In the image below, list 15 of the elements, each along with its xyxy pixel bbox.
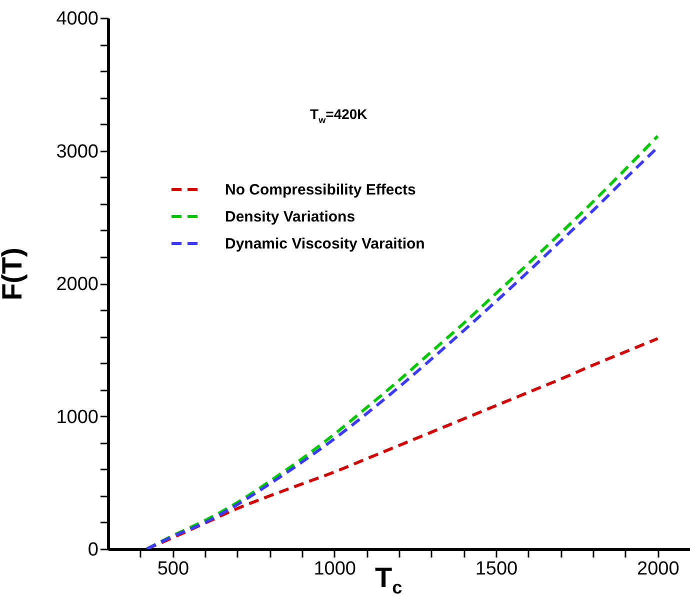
annotation: T$_{w}$=420K	[310, 106, 368, 125]
y-axis-title: F(T)	[0, 248, 28, 300]
legend-label: Dynamic Viscosity Varaition	[225, 236, 425, 252]
y-tick-label: 4000	[56, 8, 98, 30]
y-tick-label: 0	[88, 540, 98, 560]
legend-label: Density Variations	[225, 208, 356, 226]
x-tick-label: 2000	[637, 558, 680, 580]
x-axis-title: T$_{c}$	[375, 562, 402, 599]
y-tick-label: 1000	[56, 406, 98, 428]
x-tick-label: 1500	[475, 558, 518, 580]
x-tick-label: 1000	[314, 558, 356, 580]
y-tick-label: 2000	[56, 274, 98, 295]
y-tick-label: 3000	[56, 141, 98, 162]
x-tick-label: 500	[157, 558, 190, 580]
legend-label: No Compressibility Effects	[225, 182, 416, 198]
